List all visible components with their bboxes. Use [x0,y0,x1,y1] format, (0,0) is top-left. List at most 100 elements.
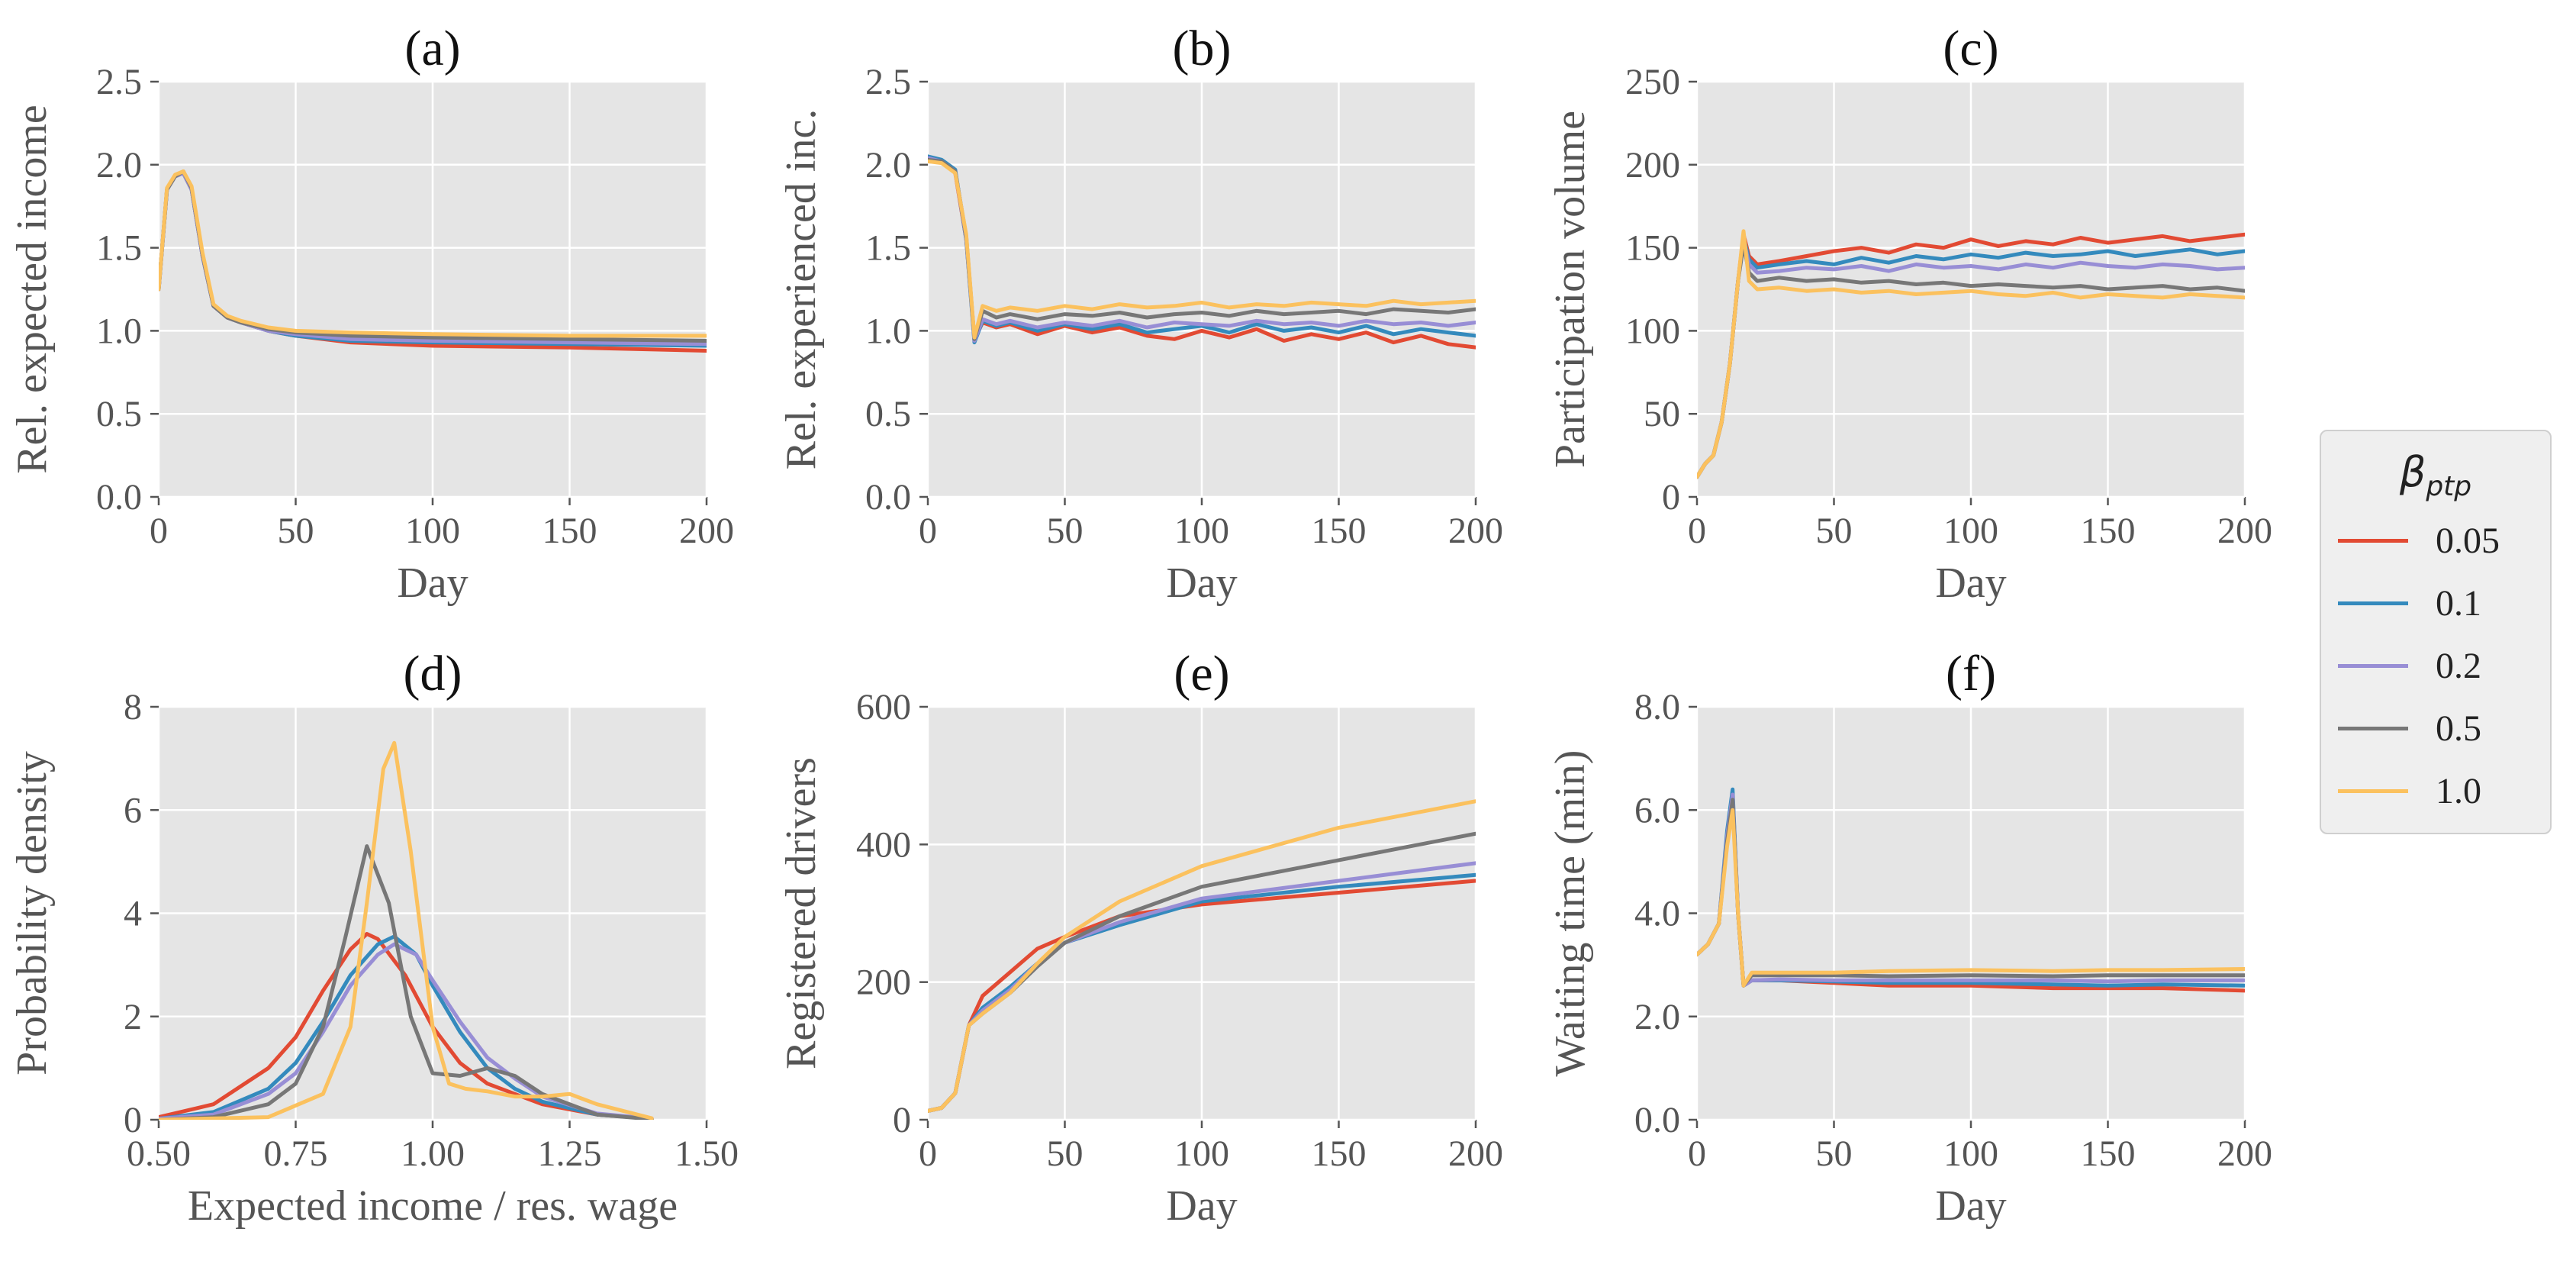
x-axis-label: Day [1935,559,2006,607]
y-tick-label: 50 [1644,394,1680,434]
legend-label: 0.1 [2436,583,2481,624]
y-tick-label: 2 [124,997,142,1037]
legend-label: 0.05 [2436,521,2500,561]
y-tick-label: 1.0 [865,311,911,351]
x-tick-label: 0.75 [264,1133,328,1174]
x-tick-label: 1.50 [675,1133,739,1174]
x-tick-label: 200 [1448,1133,1503,1174]
chart-panel: 0 50 100 150 200 0 50 100 150 200 250 (c) Day Partici… [1547,21,2272,607]
legend: βptp 0.05 0.1 0.2 0.5 1.0 [2320,430,2552,834]
x-axis-label: Day [1166,1182,1237,1230]
legend-item: 0.2 [2338,643,2544,689]
legend-swatch-2 [2338,664,2408,668]
x-tick-label: 50 [1047,511,1084,551]
x-axis-label: Day [1935,1182,2006,1230]
y-axis-label: Rel. experienced inc. [778,109,825,470]
y-axis-label: Rel. expected income [8,105,56,474]
y-tick-label: 8.0 [1634,687,1680,727]
series-line-1.0 [1697,808,2245,988]
x-tick-label: 100 [1943,511,1998,551]
x-tick-label: 150 [2081,1133,2136,1174]
x-tick-label: 200 [679,511,734,551]
x-tick-label: 150 [543,511,597,551]
legend-label: 0.5 [2436,708,2481,749]
y-tick-label: 2.5 [96,62,142,102]
x-tick-label: 0 [919,511,937,551]
legend-item: 0.5 [2338,706,2544,752]
x-tick-label: 200 [2217,511,2272,551]
series-line-1.0 [159,740,654,1120]
y-tick-label: 0.0 [865,477,911,518]
x-tick-label: 100 [1174,511,1229,551]
legend-swatch-4 [2338,789,2408,793]
legend-title-main: β [2399,448,2426,496]
y-tick-label: 250 [1625,62,1680,102]
y-axis-label: Registered drivers [778,757,825,1069]
y-tick-label: 0.5 [96,394,142,434]
y-tick-label: 100 [1625,311,1680,351]
x-tick-label: 200 [2217,1133,2272,1174]
y-tick-label: 6 [124,790,142,830]
legend-label: 1.0 [2436,771,2481,811]
chart-panel: 0 50 100 150 200 0.0 2.0 4.0 6.0 8.0 (f) Day Waiting… [1547,646,2272,1230]
y-tick-label: 400 [856,824,911,865]
x-tick-label: 50 [1816,1133,1853,1174]
series-line-1.0 [928,159,1476,340]
y-tick-label: 2.0 [96,145,142,185]
y-tick-label: 0.0 [1634,1100,1680,1140]
x-tick-label: 100 [1943,1133,1998,1174]
x-axis-label: Day [397,559,468,607]
y-tick-label: 4 [124,894,142,934]
y-tick-label: 2.0 [1634,997,1680,1037]
series-line-1.0 [928,799,1476,1113]
x-tick-label: 0.50 [127,1133,191,1174]
chart-title: (c) [1943,21,1998,76]
chart-title: (d) [404,646,462,701]
y-tick-label: 1.5 [96,228,142,269]
x-tick-label: 150 [2081,511,2136,551]
x-tick-label: 200 [1448,511,1503,551]
y-tick-label: 2.0 [865,145,911,185]
x-tick-label: 0 [1688,1133,1706,1174]
series-line-1.0 [1697,229,2245,479]
y-tick-label: 4.0 [1634,894,1680,934]
chart-panel: 0 50 100 150 200 0.0 0.5 1.0 1.5 2.0 2.5 (a) Day Rel.… [8,21,734,607]
series-line-1.0 [159,169,707,338]
y-tick-label: 1.0 [96,311,142,351]
legend-swatch-3 [2338,727,2408,730]
x-tick-label: 50 [278,511,314,551]
legend-item: 0.05 [2338,518,2544,564]
x-axis-label: Day [1166,559,1237,607]
x-tick-label: 150 [1312,1133,1367,1174]
chart-title: (f) [1946,646,1996,701]
chart-panel: 0 50 100 150 200 0.0 0.5 1.0 1.5 2.0 2.5 (b) Day Rel.… [778,21,1503,607]
series-line-0.5 [159,844,654,1120]
legend-title: βptp [2321,448,2550,502]
x-tick-label: 0 [1688,511,1706,551]
y-tick-label: 600 [856,687,911,727]
chart-title: (a) [404,21,460,76]
series-line-0.05 [159,932,654,1120]
x-tick-label: 50 [1047,1133,1084,1174]
x-axis-label: Expected income / res. wage [188,1182,678,1230]
x-tick-label: 0 [150,511,168,551]
x-tick-label: 100 [405,511,460,551]
series-line-0.2 [159,942,654,1120]
y-tick-label: 200 [1625,145,1680,185]
y-tick-label: 0 [124,1100,142,1140]
x-tick-label: 0 [919,1133,937,1174]
legend-title-sub: ptp [2426,470,2472,502]
x-tick-label: 50 [1816,511,1853,551]
y-tick-label: 0 [1662,477,1680,518]
y-axis-label: Probability density [8,751,56,1075]
x-tick-label: 1.25 [538,1133,602,1174]
y-tick-label: 0.5 [865,394,911,434]
x-tick-label: 150 [1312,511,1367,551]
y-tick-label: 200 [856,963,911,1003]
y-tick-label: 1.5 [865,228,911,269]
x-tick-label: 100 [1174,1133,1229,1174]
legend-swatch-1 [2338,601,2408,605]
y-tick-label: 8 [124,687,142,727]
legend-item: 1.0 [2338,769,2544,814]
